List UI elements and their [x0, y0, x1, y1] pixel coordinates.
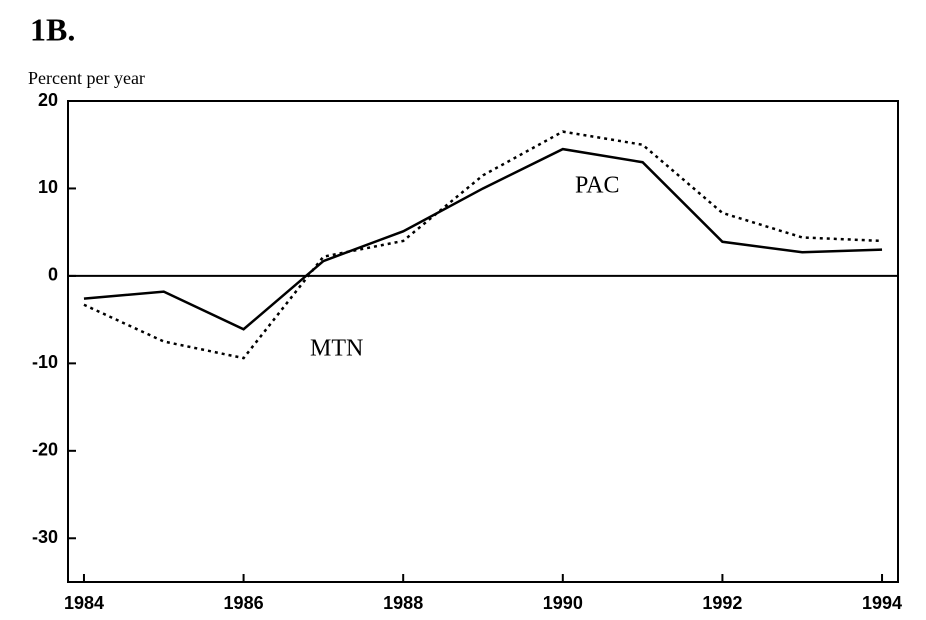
y-tick-label: 10	[38, 177, 58, 197]
series-line	[83, 130, 883, 360]
x-tick-label: 1986	[224, 593, 264, 613]
series-label: PAC	[575, 173, 619, 199]
y-tick-label: -10	[32, 352, 58, 372]
x-tick-label: 1992	[702, 593, 742, 613]
x-tick-label: 1994	[862, 593, 902, 613]
y-tick-label: 0	[48, 265, 58, 285]
y-tick-label: -20	[32, 440, 58, 460]
y-tick-label: 20	[38, 90, 58, 110]
y-tick-label: -30	[32, 527, 58, 547]
y-axis-label: Percent per year	[28, 68, 145, 88]
x-tick-label: 1984	[64, 593, 104, 613]
series-line	[83, 147, 883, 331]
x-tick-label: 1988	[383, 593, 423, 613]
x-tick-label: 1990	[543, 593, 583, 613]
series-label: MTN	[310, 336, 363, 362]
chart-title: 1B.	[30, 11, 75, 47]
plot-frame	[67, 100, 899, 583]
